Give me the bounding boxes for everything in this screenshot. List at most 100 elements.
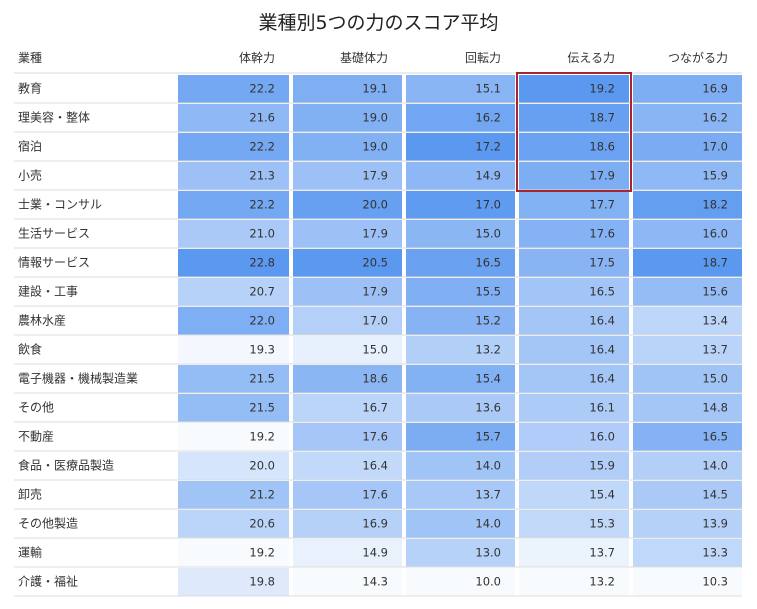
cell-value: 13.2 xyxy=(589,575,615,589)
cell-value: 17.0 xyxy=(475,198,501,212)
heatmap-cell xyxy=(178,75,289,103)
cell-value: 14.8 xyxy=(702,401,728,415)
cell-value: 14.0 xyxy=(702,459,728,473)
row-label: 教育 xyxy=(18,81,42,96)
cell-value: 19.0 xyxy=(362,111,388,125)
cell-value: 22.0 xyxy=(249,314,275,328)
cell-value: 21.3 xyxy=(249,169,275,183)
heatmap-cell xyxy=(519,452,629,480)
cell-value: 14.5 xyxy=(702,488,728,502)
heatmap-cell xyxy=(519,104,629,132)
heatmap-cell xyxy=(519,278,629,306)
heatmap-cell xyxy=(406,133,515,161)
cell-value: 13.7 xyxy=(702,343,728,357)
cell-value: 19.0 xyxy=(362,140,388,154)
cell-value: 10.0 xyxy=(475,575,501,589)
row-label: その他製造 xyxy=(18,517,78,531)
heatmap-cell xyxy=(293,104,402,132)
cell-value: 15.9 xyxy=(702,169,728,183)
heatmap-cell xyxy=(178,220,289,248)
cell-value: 17.7 xyxy=(589,198,615,212)
heatmap-cell xyxy=(633,394,742,422)
heatmap-cell xyxy=(633,249,742,277)
row-header-label: 業種 xyxy=(18,51,42,65)
heatmap-cell xyxy=(633,75,742,103)
heatmap-cell xyxy=(406,423,515,451)
row-label: 卸売 xyxy=(18,487,42,502)
cell-value: 16.5 xyxy=(475,256,501,270)
heatmap-cell xyxy=(293,365,402,393)
cell-value: 18.6 xyxy=(362,372,388,386)
heatmap-cell xyxy=(406,452,515,480)
heatmap-cell xyxy=(293,539,402,567)
cell-value: 20.6 xyxy=(249,517,275,531)
cell-value: 14.9 xyxy=(362,546,388,560)
heatmap-cell xyxy=(178,452,289,480)
heatmap-cell xyxy=(633,539,742,567)
cell-value: 21.5 xyxy=(249,401,275,415)
heatmap-cell xyxy=(519,162,629,190)
heatmap-cell xyxy=(633,336,742,364)
heatmap-cell xyxy=(406,191,515,219)
cell-value: 15.4 xyxy=(589,488,615,502)
heatmap-cell xyxy=(293,162,402,190)
column-header: 基礎体力 xyxy=(340,51,388,65)
heatmap-cell xyxy=(633,191,742,219)
cell-value: 22.2 xyxy=(249,198,275,212)
cell-value: 13.0 xyxy=(475,546,501,560)
cell-value: 15.6 xyxy=(702,285,728,299)
cell-value: 17.9 xyxy=(589,169,615,183)
column-header: 伝える力 xyxy=(567,51,615,65)
cell-value: 21.0 xyxy=(249,227,275,241)
cell-value: 16.1 xyxy=(589,401,615,415)
heatmap-cell xyxy=(293,423,402,451)
row-label: 情報サービス xyxy=(18,256,90,270)
heatmap-cell xyxy=(178,104,289,132)
heatmap-cell xyxy=(519,481,629,509)
cell-value: 17.0 xyxy=(362,314,388,328)
row-label: 小売 xyxy=(18,168,42,183)
heatmap-cell xyxy=(633,278,742,306)
cell-value: 15.2 xyxy=(475,314,501,328)
cell-value: 18.2 xyxy=(702,198,728,212)
heatmap-cell xyxy=(293,75,402,103)
heatmap-cell xyxy=(519,249,629,277)
heatmap-cell xyxy=(519,510,629,538)
heatmap-cell xyxy=(406,510,515,538)
cell-value: 18.7 xyxy=(589,111,615,125)
heatmap-cell xyxy=(293,133,402,161)
cell-value: 16.5 xyxy=(589,285,615,299)
cell-value: 22.2 xyxy=(249,82,275,96)
cell-value: 16.0 xyxy=(702,227,728,241)
heatmap-cell xyxy=(293,452,402,480)
heatmap-cell xyxy=(178,539,289,567)
cell-value: 22.8 xyxy=(249,256,275,270)
cell-value: 13.4 xyxy=(702,314,728,328)
cell-value: 19.8 xyxy=(249,575,275,589)
cell-value: 16.4 xyxy=(589,372,615,386)
cell-value: 16.4 xyxy=(362,459,388,473)
cell-value: 13.6 xyxy=(475,401,501,415)
heatmap-cell xyxy=(519,539,629,567)
cell-value: 17.9 xyxy=(362,285,388,299)
cell-value: 15.9 xyxy=(589,459,615,473)
heatmap-cell xyxy=(178,481,289,509)
chart-title: 業種別5つの力のスコア平均 xyxy=(258,12,499,34)
heatmap-cell xyxy=(406,539,515,567)
row-label: 運輸 xyxy=(18,545,42,560)
row-label: 宿泊 xyxy=(18,139,42,154)
cell-value: 15.1 xyxy=(475,82,501,96)
cell-value: 16.7 xyxy=(362,401,388,415)
heatmap-cell xyxy=(178,510,289,538)
cell-value: 14.9 xyxy=(475,169,501,183)
cell-value: 14.3 xyxy=(362,575,388,589)
cell-value: 13.9 xyxy=(702,517,728,531)
cell-value: 16.4 xyxy=(589,314,615,328)
heatmap-cell xyxy=(519,365,629,393)
heatmap-cell xyxy=(633,510,742,538)
row-label: 電子機器・機械製造業 xyxy=(18,371,138,386)
cell-value: 20.0 xyxy=(362,198,388,212)
heatmap-cell xyxy=(293,481,402,509)
heatmap-cell xyxy=(633,307,742,335)
